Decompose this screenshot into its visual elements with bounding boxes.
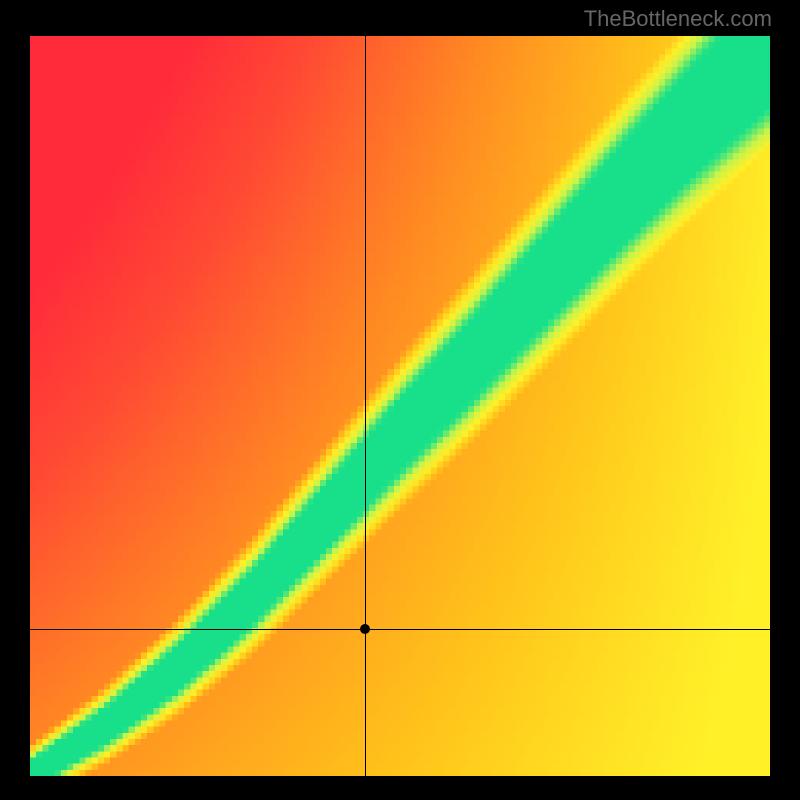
chart-container: TheBottleneck.com xyxy=(0,0,800,800)
bottleneck-heatmap xyxy=(30,36,770,776)
crosshair-horizontal xyxy=(30,629,770,630)
crosshair-vertical xyxy=(365,36,366,776)
source-watermark: TheBottleneck.com xyxy=(584,6,772,32)
